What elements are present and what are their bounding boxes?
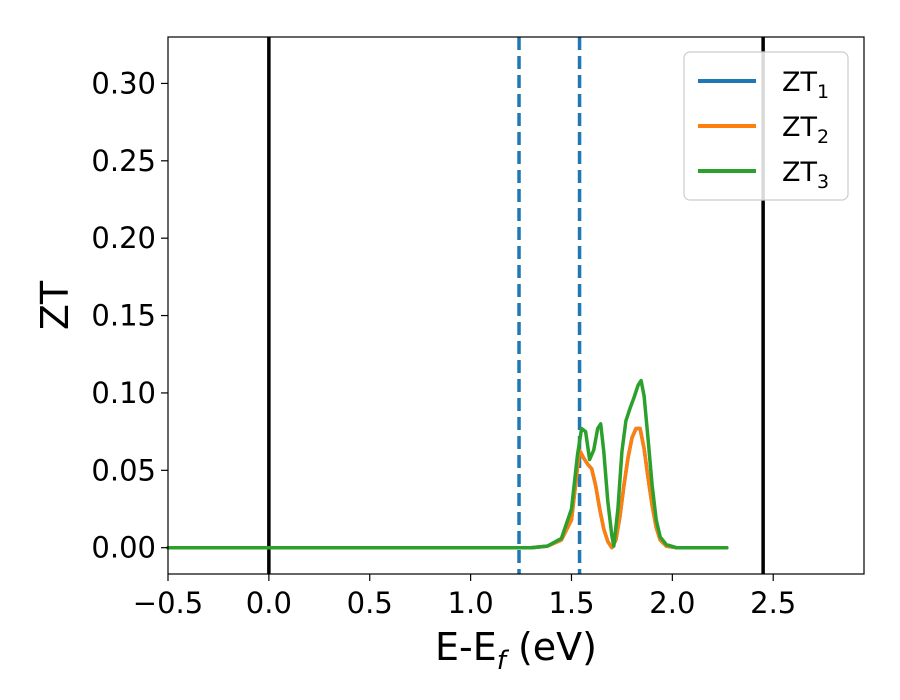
x-tick-label: 1.0 [448,586,494,620]
x-tick-label: −0.5 [133,586,203,620]
y-tick-label: 0.05 [91,453,156,487]
x-tick-label: 2.5 [750,586,796,620]
series-lines [166,378,729,550]
legend: ZT1 ZT2 ZT3 [683,51,849,201]
x-tick-label: 0.5 [347,586,393,620]
x-tick-label: 0.0 [246,586,292,620]
x-axis-ticks: −0.5 0.0 0.5 1.0 1.5 2.0 2.5 [133,574,796,620]
y-axis-ticks: 0.00 0.05 0.10 0.15 0.20 0.25 0.30 [91,66,168,565]
y-tick-label: 0.15 [91,299,156,333]
legend-label: ZT2 [782,112,829,148]
x-axis-label-unit: (eV) [506,625,597,669]
series-line-zt3 [166,378,729,550]
y-tick-label: 0.30 [91,66,156,100]
y-tick-label: 0.25 [91,144,156,178]
y-tick-label: 0.00 [91,531,156,565]
x-axis-label-main: E-E [435,625,497,669]
legend-box [683,51,849,201]
x-axis-label: E-Ef (eV) [435,625,597,676]
legend-label: ZT1 [782,67,829,103]
y-axis-label: ZT [33,280,77,330]
legend-label: ZT3 [782,157,829,193]
series-line-zt2 [166,426,729,550]
y-tick-label: 0.20 [91,221,156,255]
plot-frame [167,36,865,575]
x-tick-label: 2.0 [649,586,695,620]
x-tick-label: 1.5 [548,586,594,620]
y-tick-label: 0.10 [91,376,156,410]
